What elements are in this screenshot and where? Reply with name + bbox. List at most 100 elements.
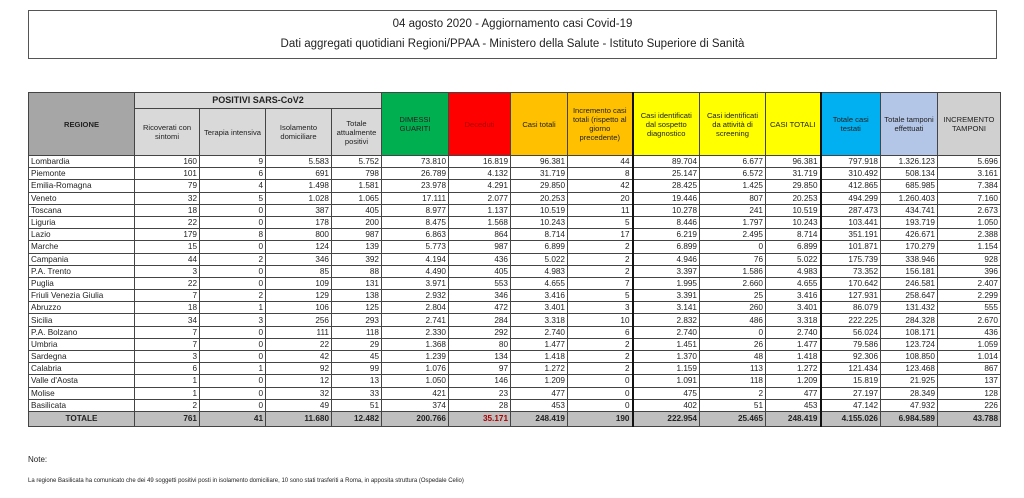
value-cell: 2.740 bbox=[510, 325, 568, 339]
value-cell: 0 bbox=[199, 325, 266, 339]
value-cell: 48 bbox=[699, 349, 766, 364]
region-cell: Valle d'Aosta bbox=[28, 374, 135, 388]
value-cell: 346 bbox=[448, 289, 511, 303]
value-cell: 101.871 bbox=[819, 240, 881, 254]
value-cell: 17.111 bbox=[381, 191, 449, 205]
header-regione: REGIONE bbox=[28, 92, 135, 156]
value-cell: 6.572 bbox=[699, 167, 766, 181]
value-cell: 200 bbox=[331, 215, 382, 230]
value-cell: 6.899 bbox=[510, 240, 568, 254]
value-cell: 1 bbox=[199, 301, 266, 315]
value-cell: 284.328 bbox=[880, 313, 938, 327]
region-cell: Emilia-Romagna bbox=[28, 179, 135, 193]
value-cell: 1.028 bbox=[265, 191, 332, 205]
region-cell: Molise bbox=[28, 386, 135, 400]
value-cell: 4.655 bbox=[510, 276, 568, 291]
value-cell: 96.381 bbox=[765, 154, 821, 169]
region-cell: Lazio bbox=[28, 228, 135, 242]
value-cell: 287.473 bbox=[819, 203, 881, 217]
table-row: Puglia 22 0 109 131 3.971 553 4.655 7 1.995 2.660 4… bbox=[28, 276, 1001, 291]
value-cell: 18 bbox=[134, 203, 200, 217]
value-cell: 11.680 bbox=[265, 410, 332, 427]
value-cell: 29.850 bbox=[765, 179, 821, 193]
value-cell: 2.740 bbox=[631, 325, 700, 339]
value-cell: 6 bbox=[567, 325, 633, 339]
value-cell: 15.819 bbox=[819, 374, 881, 388]
value-cell: 190 bbox=[567, 410, 633, 427]
value-cell: 2.660 bbox=[699, 276, 766, 291]
region-cell: TOTALE bbox=[28, 410, 135, 427]
value-cell: 2.330 bbox=[381, 325, 449, 339]
note-text: La regione Basilicata ha comunicato che … bbox=[28, 478, 464, 484]
value-cell: 44 bbox=[567, 154, 633, 169]
table-row: Sardegna 3 0 42 45 1.239 134 1.418 2 1.370 48 1.418… bbox=[28, 349, 1001, 364]
value-cell: 10.519 bbox=[765, 203, 821, 217]
value-cell: 555 bbox=[937, 301, 1001, 315]
value-cell: 1.568 bbox=[448, 215, 511, 230]
value-cell: 3.971 bbox=[381, 276, 449, 291]
value-cell: 4.132 bbox=[448, 167, 511, 181]
table-row: P.A. Bolzano 7 0 111 118 2.330 292 2.740 6 2.740 0… bbox=[28, 325, 1001, 339]
value-cell: 170.642 bbox=[819, 276, 881, 291]
value-cell: 35.171 bbox=[448, 410, 511, 427]
value-cell: 106 bbox=[265, 301, 332, 315]
value-cell: 0 bbox=[199, 215, 266, 230]
value-cell: 8 bbox=[199, 228, 266, 242]
header-screening: Casi identificati da attività di screeni… bbox=[699, 92, 766, 156]
table-row: Campania 44 2 346 392 4.194 436 5.022 2 4.946 76 5.… bbox=[28, 252, 1001, 266]
value-cell: 1 bbox=[134, 386, 200, 400]
value-cell: 118 bbox=[699, 374, 766, 388]
value-cell: 0 bbox=[567, 398, 633, 412]
value-cell: 2.495 bbox=[699, 228, 766, 242]
value-cell: 4.291 bbox=[448, 179, 511, 193]
value-cell: 6 bbox=[199, 167, 266, 181]
value-cell: 25 bbox=[699, 289, 766, 303]
value-cell: 3.318 bbox=[765, 313, 821, 327]
value-cell: 426.671 bbox=[880, 228, 938, 242]
value-cell: 96.381 bbox=[510, 154, 568, 169]
value-cell: 108.850 bbox=[880, 349, 938, 364]
value-cell: 76 bbox=[699, 252, 766, 266]
value-cell: 92.306 bbox=[819, 349, 881, 364]
value-cell: 20.253 bbox=[510, 191, 568, 205]
value-cell: 0 bbox=[199, 374, 266, 388]
value-cell: 3 bbox=[134, 264, 200, 278]
value-cell: 310.492 bbox=[819, 167, 881, 181]
page-subtitle: Dati aggregati quotidiani Regioni/PPAA -… bbox=[280, 38, 745, 50]
value-cell: 28.349 bbox=[880, 386, 938, 400]
value-cell: 436 bbox=[448, 252, 511, 266]
value-cell: 6.219 bbox=[631, 228, 700, 242]
value-cell: 260 bbox=[699, 301, 766, 315]
value-cell: 1.091 bbox=[631, 374, 700, 388]
value-cell: 113 bbox=[699, 362, 766, 376]
value-cell: 3.391 bbox=[631, 289, 700, 303]
value-cell: 2 bbox=[567, 337, 633, 352]
region-cell: P.A. Trento bbox=[28, 264, 135, 278]
value-cell: 0 bbox=[199, 240, 266, 254]
value-cell: 1.159 bbox=[631, 362, 700, 376]
value-cell: 26.789 bbox=[381, 167, 449, 181]
value-cell: 20.253 bbox=[765, 191, 821, 205]
value-cell: 2.804 bbox=[381, 301, 449, 315]
value-cell: 1.154 bbox=[937, 240, 1001, 254]
value-cell: 4.194 bbox=[381, 252, 449, 266]
value-cell: 0 bbox=[567, 386, 633, 400]
value-cell: 0 bbox=[199, 264, 266, 278]
value-cell: 73.352 bbox=[819, 264, 881, 278]
value-cell: 477 bbox=[510, 386, 568, 400]
value-cell: 8.446 bbox=[631, 215, 700, 230]
value-cell: 0 bbox=[699, 325, 766, 339]
table-row: Piemonte 101 6 691 798 26.789 4.132 31.719 8 25.1… bbox=[28, 167, 1001, 181]
value-cell: 23.978 bbox=[381, 179, 449, 193]
value-cell: 10.519 bbox=[510, 203, 568, 217]
value-cell: 146 bbox=[448, 374, 511, 388]
value-cell: 22 bbox=[134, 276, 200, 291]
value-cell: 7 bbox=[134, 289, 200, 303]
value-cell: 508.134 bbox=[880, 167, 938, 181]
value-cell: 7.160 bbox=[937, 191, 1001, 205]
value-cell: 477 bbox=[765, 386, 821, 400]
value-cell: 436 bbox=[937, 325, 1001, 339]
value-cell: 2 bbox=[567, 240, 633, 254]
value-cell: 10.278 bbox=[631, 203, 700, 217]
value-cell: 121.434 bbox=[819, 362, 881, 376]
